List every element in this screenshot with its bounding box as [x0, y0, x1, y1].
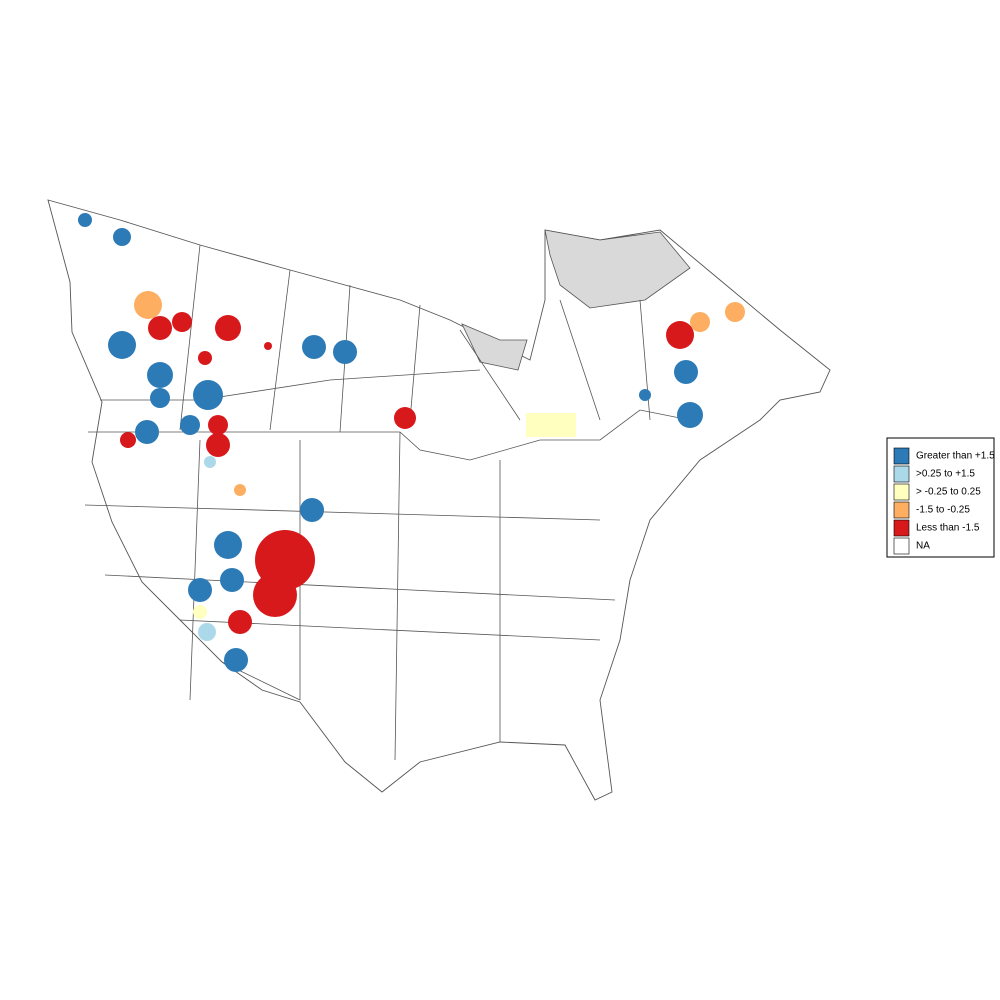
data-cell [214, 531, 242, 559]
data-cell [228, 610, 252, 634]
data-cell [677, 402, 703, 428]
data-cell [180, 415, 200, 435]
legend-label: >0.25 to +1.5 [916, 469, 975, 480]
legend-label: NA [916, 541, 930, 552]
data-cell [78, 213, 92, 227]
data-cell [193, 380, 223, 410]
data-cell [193, 605, 207, 619]
data-cells [78, 213, 745, 672]
land-outline [47, 199, 831, 801]
data-cell [690, 312, 710, 332]
legend-swatch [893, 447, 910, 465]
legend-label: > -0.25 to 0.25 [916, 487, 981, 498]
data-cell [150, 388, 170, 408]
data-cell [674, 360, 698, 384]
data-cell [666, 321, 694, 349]
legend-label: Less than -1.5 [916, 523, 980, 534]
legend-swatch [893, 537, 910, 555]
data-cell [113, 228, 131, 246]
legend-swatch [893, 519, 910, 537]
na-region [544, 229, 691, 309]
data-cell [264, 342, 272, 350]
legend-label: -1.5 to -0.25 [916, 505, 970, 516]
data-cell [172, 312, 192, 332]
data-cell [300, 498, 324, 522]
data-cell [147, 362, 173, 388]
data-cell [148, 316, 172, 340]
data-cell [134, 291, 162, 319]
data-cell [526, 413, 576, 437]
legend-swatch [893, 501, 910, 519]
borders [84, 244, 691, 761]
data-cell [215, 315, 241, 341]
data-cell [198, 623, 216, 641]
data-cell [220, 568, 244, 592]
legend-label: Greater than +1.5 [916, 451, 995, 462]
legend: Greater than +1.5 >0.25 to +1.5 > -0.25 to… [893, 447, 995, 555]
data-cell [725, 302, 745, 322]
border [88, 409, 691, 461]
data-cell [394, 407, 416, 429]
data-cell [302, 335, 326, 359]
legend-swatch [893, 465, 910, 483]
data-cell [108, 331, 136, 359]
data-cell [224, 648, 248, 672]
data-cell [198, 351, 212, 365]
data-cell [253, 573, 297, 617]
data-cell [639, 389, 651, 401]
data-cell [208, 415, 228, 435]
data-cell [188, 578, 212, 602]
data-cell [234, 484, 246, 496]
legend-swatch [893, 483, 910, 501]
data-cell [333, 340, 357, 364]
data-cell [206, 433, 230, 457]
data-cell [120, 432, 136, 448]
data-cell [135, 420, 159, 444]
data-cell [204, 456, 216, 468]
